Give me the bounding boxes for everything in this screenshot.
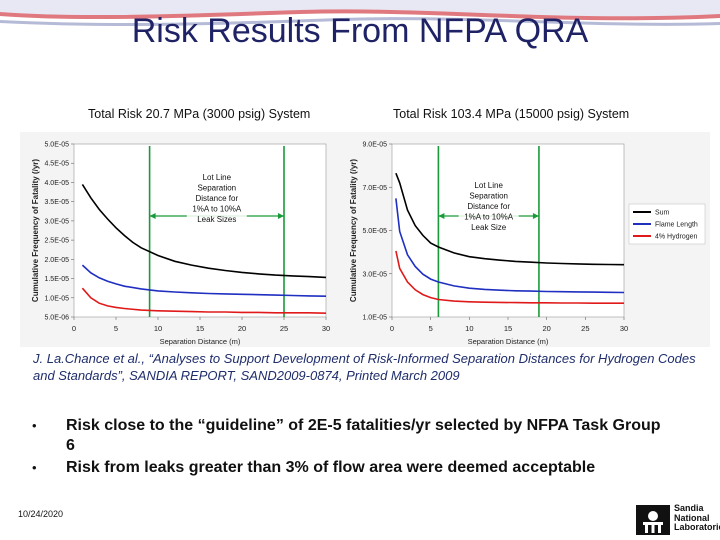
- y-tick-label: 2.5E-05: [44, 238, 69, 245]
- x-tick-label: 10: [465, 324, 473, 333]
- annotation-line: 1%A to 10%A: [192, 205, 242, 214]
- y-tick-label: 5.0E-05: [362, 228, 387, 235]
- y-tick-label: 1.0E-05: [44, 295, 69, 302]
- y-tick-label: 3.0E-05: [44, 218, 69, 225]
- y-tick-label: 4.5E-05: [44, 161, 69, 168]
- bullet-text: Risk from leaks greater than 3% of flow …: [66, 459, 595, 476]
- annotation-line: Distance for: [467, 202, 510, 211]
- legend-label: Flame Length: [655, 222, 698, 229]
- x-tick-label: 15: [196, 324, 204, 333]
- x-tick-label: 25: [280, 324, 288, 333]
- legend-label: Sum: [655, 210, 670, 217]
- y-tick-label: 3.0E-05: [362, 271, 387, 278]
- y-tick-label: 1.5E-05: [44, 276, 69, 283]
- right-chart-title: Total Risk 103.4 MPa (15000 psig) System: [393, 107, 629, 121]
- slide-title: Risk Results From NFPA QRA: [0, 12, 720, 51]
- y-tick-label: 5.0E-05: [44, 142, 69, 149]
- x-tick-label: 5: [429, 324, 433, 333]
- y-tick-label: 3.5E-05: [44, 199, 69, 206]
- bullet-item: • Risk close to the “guideline” of 2E-5 …: [26, 416, 666, 456]
- logo-line: Laboratories: [674, 523, 720, 533]
- x-tick-label: 0: [72, 324, 76, 333]
- y-tick-label: 1.0E-05: [362, 315, 387, 322]
- annotation-line: 1%A to 10%A: [464, 213, 514, 222]
- x-axis-label: Separation Distance (m): [468, 337, 549, 346]
- x-axis-label: Separation Distance (m): [160, 337, 241, 346]
- bullet-text: Risk close to the “guideline” of 2E-5 fa…: [66, 417, 661, 454]
- x-tick-label: 15: [504, 324, 512, 333]
- annotation-line: Separation: [197, 184, 236, 193]
- y-tick-label: 7.0E-05: [362, 185, 387, 192]
- y-axis-label: Cumulative Frequency of Fatality (/yr): [349, 159, 358, 302]
- legend-label: 4% Hydrogen: [655, 234, 698, 241]
- x-tick-label: 30: [322, 324, 330, 333]
- x-tick-label: 20: [238, 324, 246, 333]
- charts-panel: 5.0E-05 4.5E-05 4.0E-05 3.5E-05 3.0E-05 2.5E-…: [20, 132, 710, 347]
- bullet-dot: •: [32, 416, 37, 436]
- annotation-line: Leak Size: [471, 223, 507, 232]
- left-chart-title: Total Risk 20.7 MPa (3000 psig) System: [88, 107, 310, 121]
- y-tick-label: 9.0E-05: [362, 142, 387, 149]
- y-tick-label: 4.0E-05: [44, 180, 69, 187]
- bullet-dot: •: [32, 458, 37, 478]
- y-axis-label: Cumulative Frequency of Fatality (/yr): [31, 159, 40, 302]
- y-tick-label: 2.0E-05: [44, 257, 69, 264]
- x-tick-label: 5: [114, 324, 118, 333]
- sandia-logo-text: Sandia National Laboratories: [674, 504, 720, 533]
- annotation-line: Distance for: [195, 194, 238, 203]
- x-tick-label: 10: [154, 324, 162, 333]
- plot-area: [74, 144, 326, 317]
- annotation-line: Lot Line: [203, 173, 232, 182]
- charts-svg: 5.0E-05 4.5E-05 4.0E-05 3.5E-05 3.0E-05 2.5E-…: [20, 132, 710, 347]
- citation-text: J. La.Chance et al., “Analyses to Suppor…: [33, 350, 713, 384]
- x-tick-label: 20: [542, 324, 550, 333]
- bullet-list: • Risk close to the “guideline” of 2E-5 …: [26, 416, 666, 480]
- x-tick-label: 0: [390, 324, 394, 333]
- slide-date: 10/24/2020: [18, 509, 63, 519]
- annotation-line: Separation: [469, 192, 508, 201]
- x-tick-label: 25: [581, 324, 589, 333]
- y-tick-label: 5.0E-06: [44, 315, 69, 322]
- annotation-line: Leak Sizes: [197, 215, 236, 224]
- sandia-logo-icon: [636, 505, 670, 535]
- annotation-line: Lot Line: [474, 181, 503, 190]
- x-tick-label: 30: [620, 324, 628, 333]
- bullet-item: • Risk from leaks greater than 3% of flo…: [26, 458, 666, 478]
